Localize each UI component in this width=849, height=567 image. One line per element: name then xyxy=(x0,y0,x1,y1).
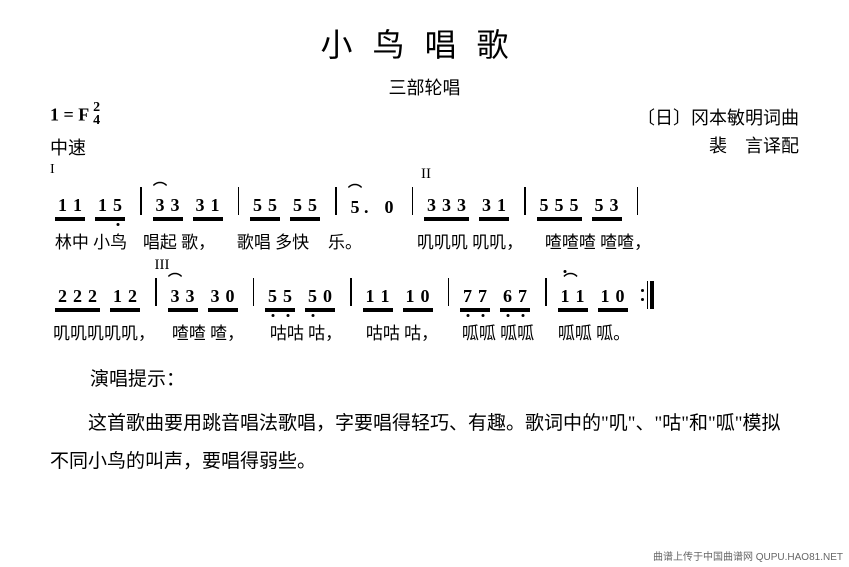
measure: 5 0 xyxy=(343,184,402,218)
tips-body: 这首歌曲要用跳音唱法歌唱，字要唱得轻巧、有趣。歌词中的"叽"、"咕"和"呱"模拟… xyxy=(50,405,799,481)
translator-credit: 裴 言译配 xyxy=(709,132,799,160)
sheet-music-page: 小鸟唱歌 三部轮唱 1 = F 2 4 〔日〕冈本敏明词曲 中速 裴 言译配 I… xyxy=(0,0,849,491)
measure: III 33 30 xyxy=(163,275,243,309)
part-2-entry: II xyxy=(421,166,431,183)
measure: 33 31 xyxy=(148,184,228,218)
song-title: 小鸟唱歌 xyxy=(50,20,799,66)
watermark: 曲谱上传于中国曲谱网 QUPU.HAO81.NET xyxy=(653,548,843,563)
score-line-2: 222 12 III 33 30 55 50 11 10 xyxy=(50,275,799,309)
header-row: 1 = F 2 4 〔日〕冈本敏明词曲 xyxy=(50,104,799,130)
tips-heading: 演唱提示： xyxy=(90,364,799,391)
tempo-marking: 中速 xyxy=(50,134,86,160)
measure: 222 12 xyxy=(50,275,145,309)
barline xyxy=(524,187,526,215)
barline xyxy=(448,278,450,306)
score-line-1: 11 15 33 31 55 55 5 0 II xyxy=(50,184,799,218)
measure: 77 67 xyxy=(455,275,535,309)
key-prefix: 1 = F xyxy=(50,105,89,125)
barline xyxy=(412,187,414,215)
key-signature: 1 = F 2 4 xyxy=(50,104,100,130)
lyrics-line-2: 叽叽叽叽叽， 喳喳 喳， 咕咕 咕， 咕咕 咕， 呱呱 呱呱 呱呱 呱。 xyxy=(50,319,799,344)
measure: 11 10 xyxy=(358,275,438,309)
end-repeat-barline xyxy=(641,281,655,309)
barline xyxy=(545,278,547,306)
barline xyxy=(335,187,337,215)
song-subtitle: 三部轮唱 xyxy=(50,74,799,100)
barline xyxy=(350,278,352,306)
measure: 11 10 xyxy=(553,275,633,309)
lyrics-line-1: 林中 小鸟 唱起 歌， 歌唱 多快 乐。 叽叽叽 叽叽， 喳喳喳 喳喳， xyxy=(50,228,799,253)
barline xyxy=(253,278,255,306)
barline xyxy=(155,278,157,306)
measure: 11 15 xyxy=(50,184,130,218)
barline xyxy=(238,187,240,215)
measure: II 333 31 xyxy=(419,184,514,218)
time-den: 4 xyxy=(93,115,100,128)
measure: 555 53 xyxy=(532,184,627,218)
barline xyxy=(637,187,639,215)
header-row-2: 中速 裴 言译配 xyxy=(50,132,799,160)
measure: 55 50 xyxy=(260,275,340,309)
barline xyxy=(140,187,142,215)
time-signature: 2 4 xyxy=(93,102,100,127)
composer-credit: 〔日〕冈本敏明词曲 xyxy=(637,104,799,130)
measure: 55 55 xyxy=(245,184,325,218)
